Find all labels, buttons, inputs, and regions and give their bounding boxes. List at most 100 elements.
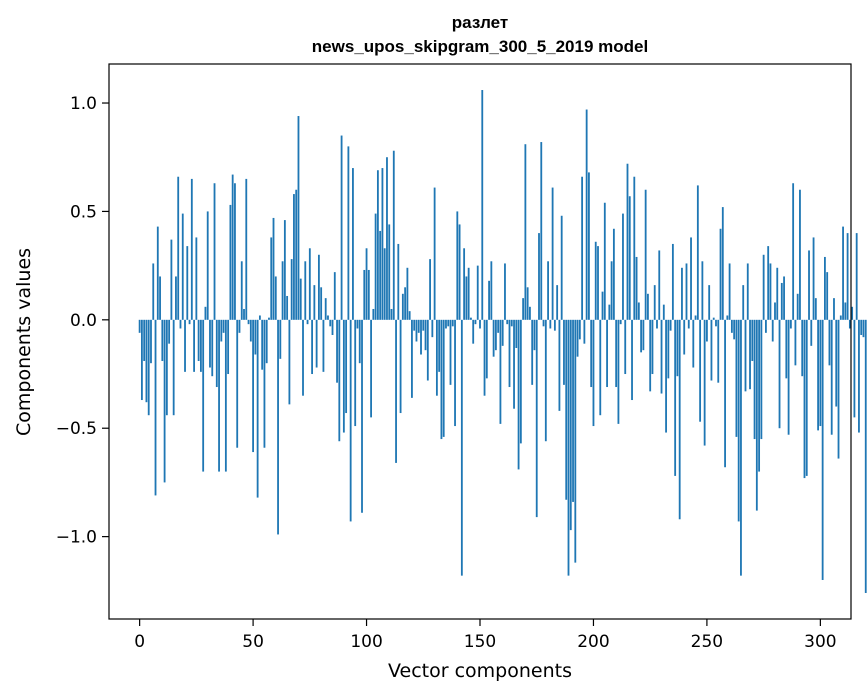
x-axis-ticks: 0 50 100 150 200 250 300 [134, 619, 837, 652]
bar-186 [560, 215, 563, 320]
bar-300 [819, 319, 822, 427]
bar-185 [558, 319, 561, 411]
bar-294 [805, 319, 808, 476]
bar-86 [333, 272, 336, 320]
bar-123 [417, 319, 420, 333]
bar-221 [640, 319, 643, 353]
bar-193 [576, 319, 579, 357]
bar-0 [138, 319, 141, 333]
bar-273 [758, 319, 761, 472]
bar-106 [379, 230, 382, 320]
bar-56 [265, 319, 268, 364]
bar-1 [140, 319, 143, 401]
bar-177 [540, 142, 543, 320]
bar-26 [197, 319, 200, 362]
bar-168 [519, 319, 522, 444]
bar-224 [647, 293, 649, 320]
bar-287 [789, 319, 792, 329]
bar-59 [272, 217, 275, 320]
chart-title: разлет [452, 13, 508, 32]
bar-85 [331, 319, 334, 335]
bar-27 [199, 319, 202, 372]
bar-97 [358, 319, 361, 364]
bar-174 [533, 319, 536, 351]
bar-84 [329, 319, 332, 327]
y-axis-label: Components values [13, 248, 35, 436]
bar-233 [667, 319, 670, 379]
x-axis-label: Vector components [388, 660, 572, 682]
bar-125 [422, 319, 425, 331]
bar-314 [851, 306, 854, 320]
bar-295 [808, 250, 810, 320]
y-tick-label: −0.5 [56, 419, 97, 439]
bar-2 [143, 319, 146, 362]
bar-51 [254, 319, 257, 355]
bar-20 [184, 319, 186, 372]
bar-24 [193, 319, 195, 372]
bar-91 [345, 319, 348, 414]
bar-166 [515, 319, 518, 348]
bar-206 [606, 319, 608, 388]
bar-279 [771, 319, 774, 342]
bar-187 [563, 319, 565, 385]
bar-134 [442, 319, 445, 437]
bar-76 [311, 319, 313, 375]
bar-248 [701, 261, 704, 320]
bar-250 [706, 319, 708, 342]
bar-9 [159, 276, 161, 320]
bar-149 [476, 265, 479, 320]
bar-124 [420, 319, 422, 355]
bar-153 [485, 319, 488, 379]
bar-37 [222, 319, 225, 333]
bar-289 [794, 319, 797, 366]
bar-253 [712, 317, 715, 320]
bar-195 [581, 176, 584, 320]
bar-290 [796, 293, 799, 320]
bar-22 [188, 319, 191, 325]
bar-75 [308, 248, 311, 320]
bar-118 [406, 267, 409, 320]
bar-238 [678, 319, 681, 520]
bar-202 [597, 246, 599, 320]
bar-102 [370, 319, 372, 418]
bar-4 [147, 319, 150, 416]
bar-198 [588, 172, 590, 320]
bar-98 [361, 319, 363, 513]
bar-199 [590, 319, 593, 388]
bar-103 [372, 308, 375, 320]
bar-312 [846, 233, 849, 320]
bar-235 [671, 243, 674, 320]
bar-99 [363, 269, 366, 320]
bar-21 [186, 246, 189, 320]
bar-8 [156, 226, 159, 320]
bar-283 [780, 282, 783, 320]
bar-64 [283, 220, 286, 320]
bar-188 [565, 319, 568, 500]
bar-228 [656, 319, 658, 329]
bar-111 [390, 308, 393, 320]
bar-128 [429, 259, 431, 320]
bar-35 [218, 319, 220, 472]
bar-30 [206, 211, 209, 320]
bar-255 [717, 319, 720, 383]
bar-105 [376, 170, 379, 320]
bar-101 [367, 269, 370, 320]
bar-257 [721, 207, 724, 320]
bar-234 [669, 319, 672, 331]
bar-245 [694, 315, 697, 320]
bar-172 [529, 306, 531, 320]
bar-155 [490, 261, 493, 320]
bar-173 [531, 319, 534, 385]
y-tick-label: −1.0 [56, 528, 97, 548]
bar-209 [612, 228, 615, 320]
bar-291 [799, 189, 801, 320]
bar-23 [190, 178, 193, 320]
bar-53 [258, 315, 261, 320]
bar-212 [619, 319, 622, 325]
bar-214 [624, 319, 627, 375]
bar-217 [631, 319, 633, 401]
bar-315 [853, 319, 856, 418]
bar-258 [724, 319, 726, 468]
bar-318 [860, 319, 863, 335]
bar-230 [660, 319, 663, 394]
